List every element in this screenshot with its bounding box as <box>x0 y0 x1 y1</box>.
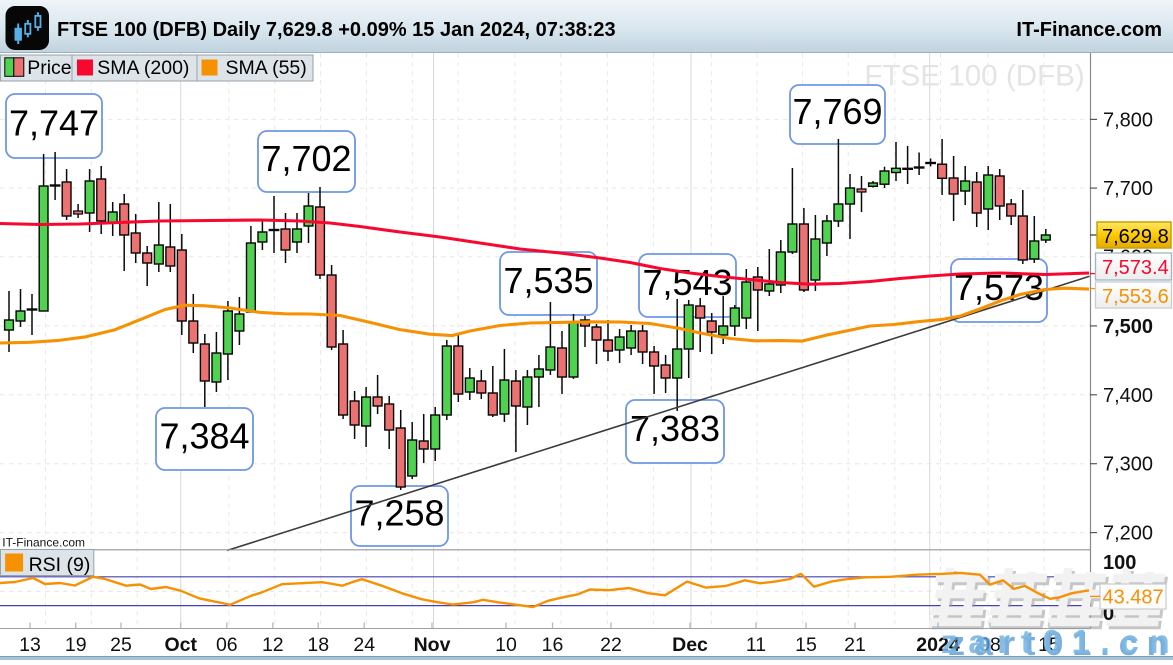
svg-text:IT-Finance.com: IT-Finance.com <box>1016 19 1162 41</box>
svg-text:7,535: 7,535 <box>503 260 593 301</box>
svg-text:43.487: 43.487 <box>1103 587 1164 609</box>
svg-text:7,629.8: 7,629.8 <box>1102 226 1169 248</box>
svg-text:7,700: 7,700 <box>1103 178 1153 200</box>
svg-text:0: 0 <box>1103 603 1114 625</box>
svg-text:Nov: Nov <box>414 634 451 656</box>
svg-text:21: 21 <box>844 634 866 656</box>
svg-text:08: 08 <box>979 634 1001 656</box>
svg-text:7,200: 7,200 <box>1103 523 1153 545</box>
svg-text:7,300: 7,300 <box>1103 454 1153 476</box>
svg-text:19: 19 <box>65 634 87 656</box>
svg-text:7,769: 7,769 <box>792 91 882 132</box>
svg-text:7,800: 7,800 <box>1103 109 1153 131</box>
svg-text:Dec: Dec <box>672 634 708 656</box>
svg-text:zart01.cn: zart01.cn <box>941 623 1173 660</box>
svg-text:18: 18 <box>307 634 329 656</box>
svg-text:7,747: 7,747 <box>9 103 99 144</box>
svg-text:SMA (55): SMA (55) <box>226 57 307 79</box>
svg-text:15: 15 <box>795 634 817 656</box>
svg-text:15: 15 <box>1038 634 1060 656</box>
svg-text:SMA (200): SMA (200) <box>97 57 189 79</box>
svg-text:7,573.4: 7,573.4 <box>1102 257 1169 279</box>
svg-text:RSI (9): RSI (9) <box>29 554 91 576</box>
svg-text:FTSE 100 (DFB): FTSE 100 (DFB) <box>864 60 1084 93</box>
svg-text:06: 06 <box>216 634 238 656</box>
svg-text:7,383: 7,383 <box>630 408 720 449</box>
svg-text:FTSE 100 (DFB) Daily 7,629.8 +: FTSE 100 (DFB) Daily 7,629.8 +0.09% 15 J… <box>57 19 616 41</box>
svg-text:12: 12 <box>262 634 284 656</box>
svg-text:7,384: 7,384 <box>159 416 249 457</box>
svg-text:25: 25 <box>110 634 132 656</box>
svg-text:7,400: 7,400 <box>1103 385 1153 407</box>
svg-text:22: 22 <box>600 634 622 656</box>
svg-text:7,702: 7,702 <box>261 138 351 179</box>
svg-text:Price: Price <box>27 57 71 79</box>
svg-text:100: 100 <box>1103 552 1136 574</box>
svg-text:11: 11 <box>746 634 766 656</box>
svg-text:2024: 2024 <box>916 634 960 656</box>
svg-text:7,500: 7,500 <box>1103 316 1153 338</box>
svg-text:Oct: Oct <box>164 634 197 656</box>
svg-text:7,258: 7,258 <box>354 493 444 534</box>
svg-text:24: 24 <box>353 634 375 656</box>
svg-text:16: 16 <box>542 634 564 656</box>
svg-text:7,553.6: 7,553.6 <box>1102 286 1169 308</box>
svg-text:13: 13 <box>19 634 41 656</box>
svg-text:IT-Finance.com: IT-Finance.com <box>2 536 85 550</box>
svg-text:zart01.cn: zart01.cn <box>948 625 1173 660</box>
svg-text:10: 10 <box>495 634 517 656</box>
